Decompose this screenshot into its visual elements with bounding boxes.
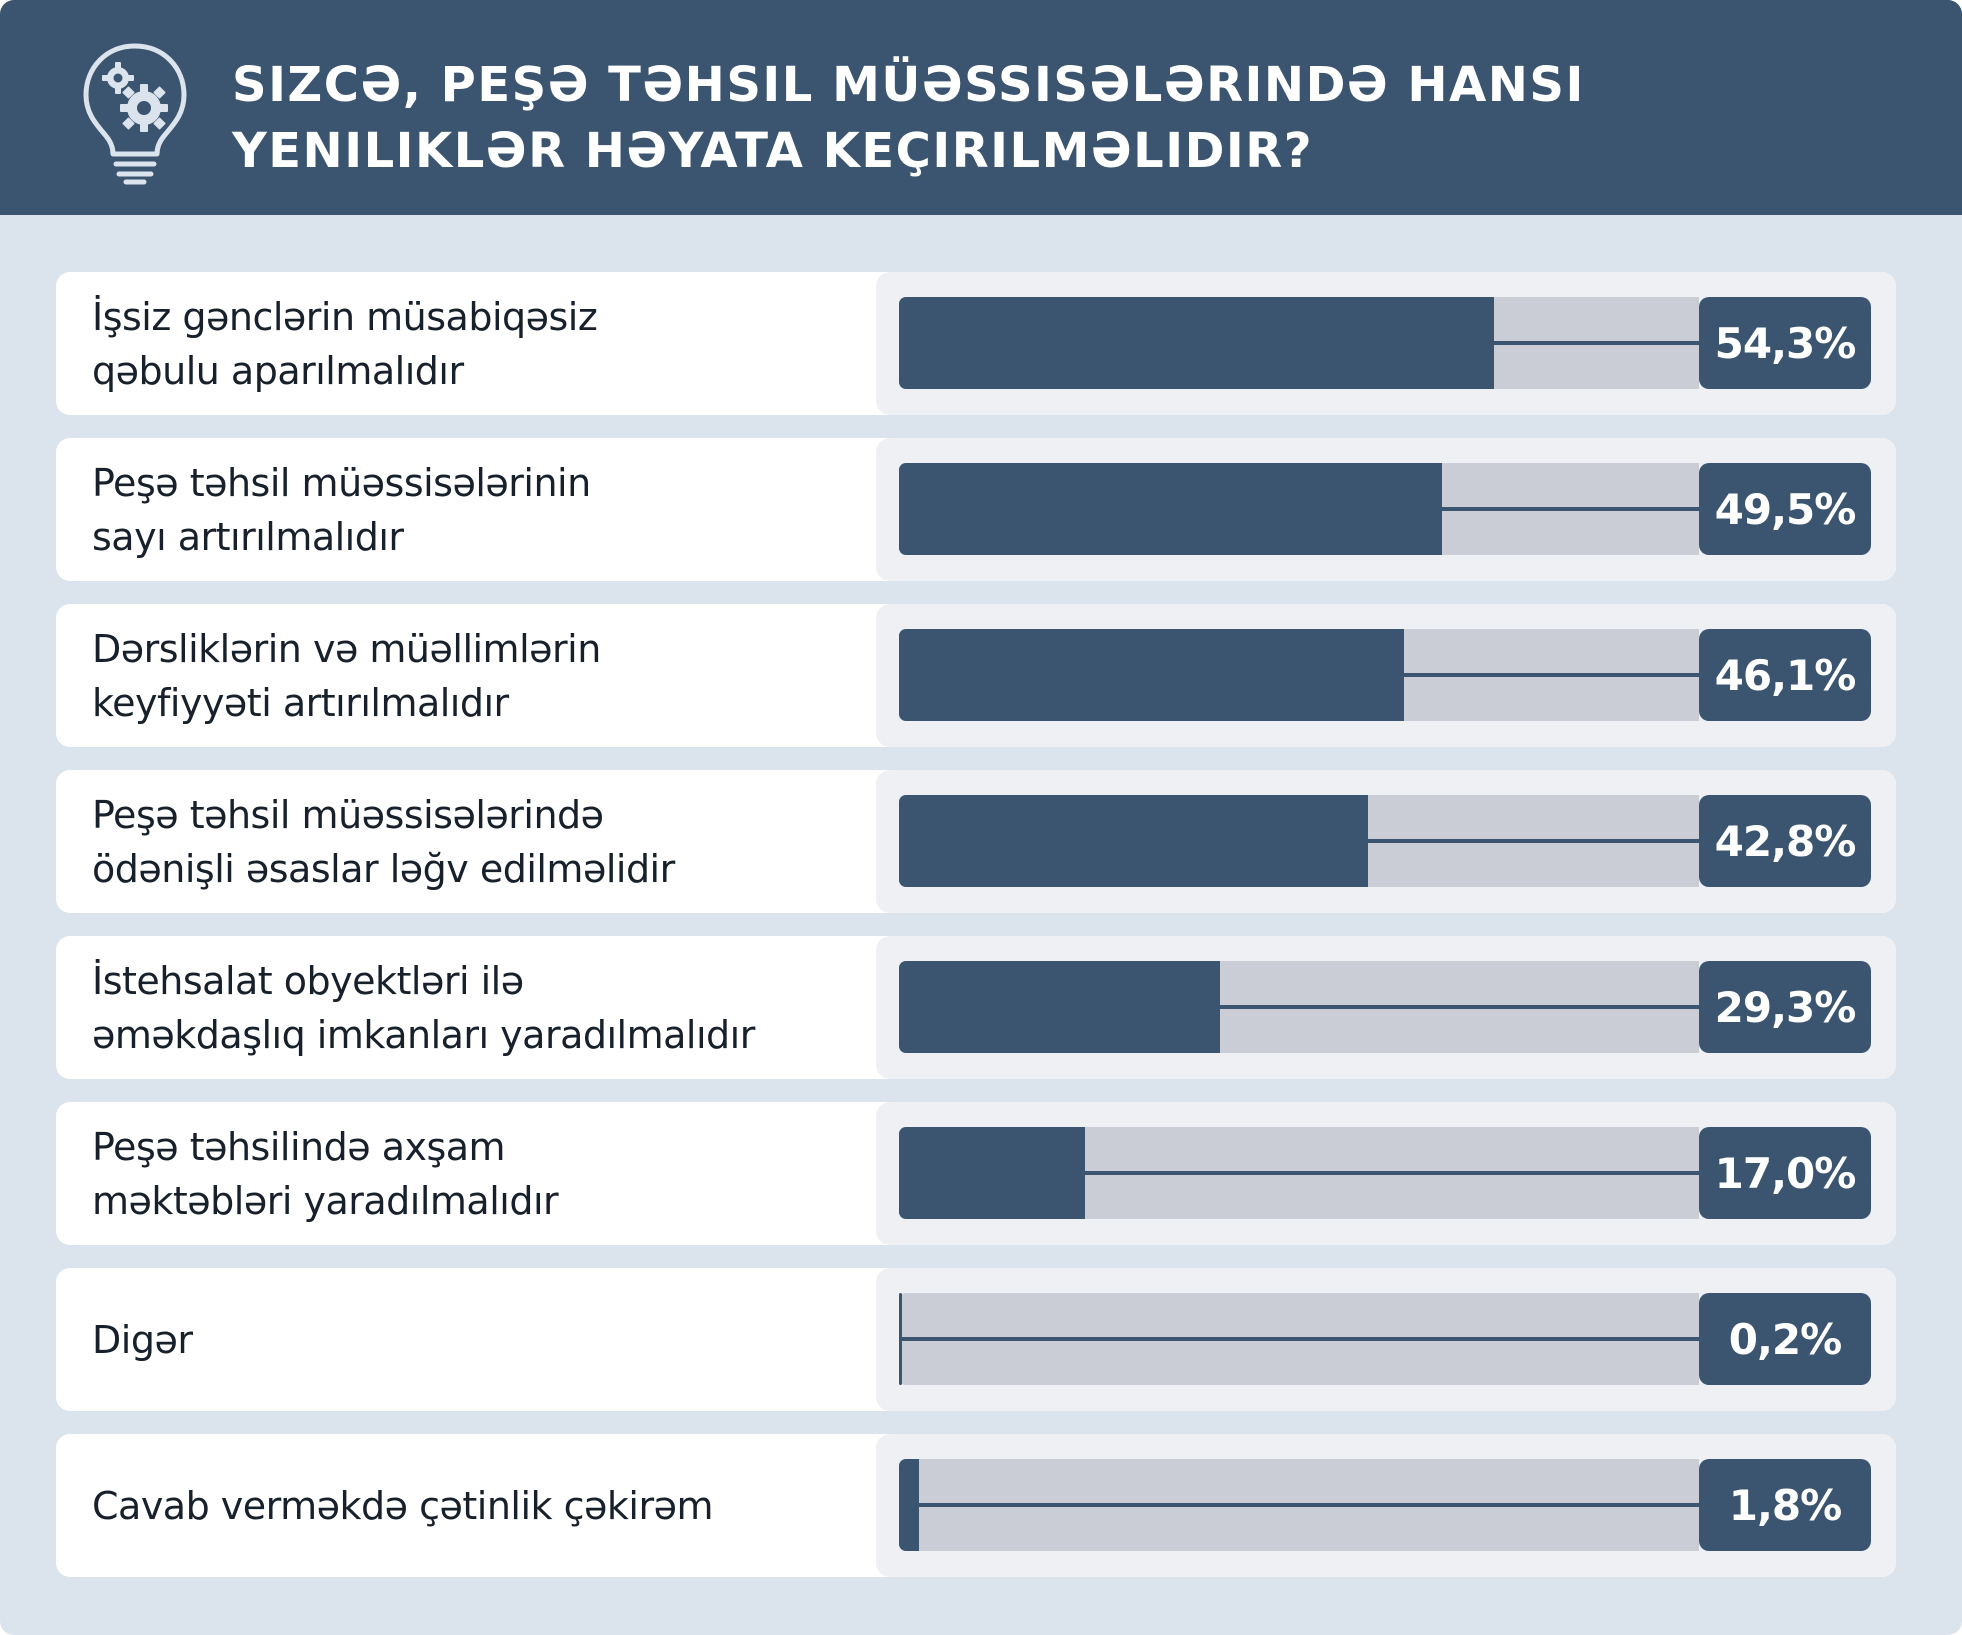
category-label-line: İşsiz gənclərin müsabiqəsiz: [92, 294, 598, 339]
value-label: 17,0%: [1699, 1127, 1871, 1219]
bar-track: [899, 1127, 1699, 1219]
category-label: Peşə təhsil müəssisələrinin sayı artırılm…: [92, 438, 872, 581]
category-label-line: İstehsalat obyektləri ilə: [92, 958, 524, 1003]
category-label-line: Cavab verməkdə çətinlik çəkirəm: [92, 1483, 713, 1528]
bar-fill: [899, 629, 1405, 721]
category-label-line: Peşə təhsil müəssisələrində: [92, 792, 604, 837]
bar-fill: [899, 297, 1495, 389]
category-label: İşsiz gənclərin müsabiqəsiz qəbulu aparıl…: [92, 272, 872, 415]
category-label-line: Peşə təhsil müəssisələrinin: [92, 460, 591, 505]
value-label: 54,3%: [1699, 297, 1871, 389]
value-label: 49,5%: [1699, 463, 1871, 555]
category-label-line: sayı artırılmalıdır: [92, 514, 404, 559]
bar-fill: [899, 463, 1442, 555]
bar-row: Cavab verməkdə çətinlik çəkirəm 1,8%: [56, 1434, 1896, 1577]
bar-row: Digər 0,2%: [56, 1268, 1896, 1411]
bar-fill: [899, 795, 1369, 887]
category-label-line: Digər: [92, 1317, 193, 1362]
value-label: 29,3%: [1699, 961, 1871, 1053]
category-label-line: məktəbləri yaradılmalıdır: [92, 1178, 559, 1223]
bar-track: [899, 1459, 1699, 1551]
bar-track: [899, 961, 1699, 1053]
category-label-line: keyfiyyəti artırılmalıdır: [92, 680, 509, 725]
bar-fill: [899, 1293, 902, 1385]
category-label-line: qəbulu aparılmalıdır: [92, 348, 464, 393]
bar-row: Peşə təhsil müəssisələrində ödənişli əsas…: [56, 770, 1896, 913]
bar-track: [899, 1293, 1699, 1385]
bar-track: [899, 297, 1699, 389]
category-label-line: ödənişli əsaslar ləğv edilməlidir: [92, 846, 675, 891]
bar-leader-line: [918, 1503, 1699, 1507]
bar-row: Dərsliklərin və müəllimlərin keyfiyyəti a…: [56, 604, 1896, 747]
lightbulb-gears-icon: [83, 43, 187, 185]
bar-fill: [899, 961, 1221, 1053]
value-label: 0,2%: [1699, 1293, 1871, 1385]
value-label: 1,8%: [1699, 1459, 1871, 1551]
bar-row: İşsiz gənclərin müsabiqəsiz qəbulu aparıl…: [56, 272, 1896, 415]
bar-leader-line: [1494, 341, 1699, 345]
bar-leader-line: [1404, 673, 1699, 677]
bar-fill: [899, 1459, 919, 1551]
chart-title-line-1: Sizcə, peşə təhsil müəssisələrində hansı: [232, 57, 1585, 113]
bar-track: [899, 629, 1699, 721]
chart-title: Sizcə, peşə təhsil müəssisələrində hansı…: [232, 52, 1732, 184]
bar-leader-line: [1441, 507, 1699, 511]
value-label: 46,1%: [1699, 629, 1871, 721]
value-label: 42,8%: [1699, 795, 1871, 887]
bar-row: Peşə təhsilində axşam məktəbləri yaradılm…: [56, 1102, 1896, 1245]
bar-row: Peşə təhsil müəssisələrinin sayı artırılm…: [56, 438, 1896, 581]
chart-title-line-2: yeniliklər həyata keçirilməlidir?: [232, 123, 1314, 179]
bar-track: [899, 795, 1699, 887]
category-label: Digər: [92, 1268, 872, 1411]
bar-leader-line: [1220, 1005, 1699, 1009]
category-label: Peşə təhsil müəssisələrində ödənişli əsas…: [92, 770, 872, 913]
category-label-line: Dərsliklərin və müəllimlərin: [92, 626, 601, 671]
header-banner: Sizcə, peşə təhsil müəssisələrində hansı…: [0, 0, 1962, 215]
bar-row: İstehsalat obyektləri ilə əməkdaşlıq imka…: [56, 936, 1896, 1079]
bar-track: [899, 463, 1699, 555]
bar-fill: [899, 1127, 1086, 1219]
bar-leader-line: [1085, 1171, 1699, 1175]
category-label: İstehsalat obyektləri ilə əməkdaşlıq imka…: [92, 936, 872, 1079]
bar-leader-line: [902, 1337, 1699, 1341]
category-label: Peşə təhsilində axşam məktəbləri yaradılm…: [92, 1102, 872, 1245]
category-label-line: Peşə təhsilində axşam: [92, 1124, 506, 1169]
category-label: Cavab verməkdə çətinlik çəkirəm: [92, 1434, 872, 1577]
bar-leader-line: [1368, 839, 1699, 843]
category-label-line: əməkdaşlıq imkanları yaradılmalıdır: [92, 1012, 755, 1057]
category-label: Dərsliklərin və müəllimlərin keyfiyyəti a…: [92, 604, 872, 747]
